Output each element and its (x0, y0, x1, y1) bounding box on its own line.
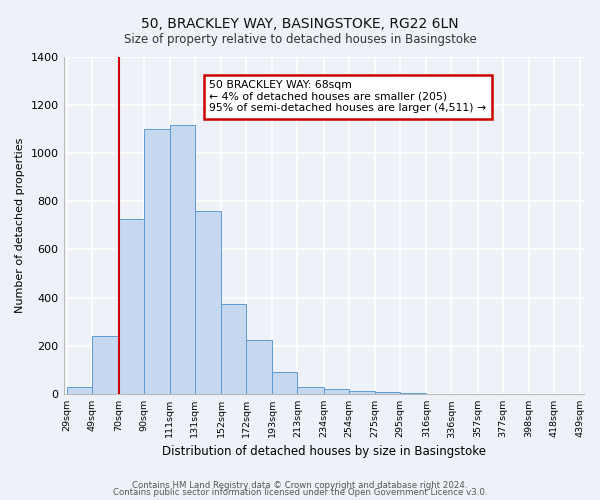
Bar (400, 393, 426, 394)
Bar (119, 220, 143, 394)
Bar (92, 336, 119, 394)
Bar (246, 340, 272, 394)
Bar (349, 390, 375, 394)
Bar (272, 372, 298, 394)
Bar (195, 211, 221, 394)
X-axis label: Distribution of detached houses by size in Basingstoke: Distribution of detached houses by size … (161, 444, 485, 458)
Y-axis label: Number of detached properties: Number of detached properties (15, 138, 25, 313)
Text: 50, BRACKLEY WAY, BASINGSTOKE, RG22 6LN: 50, BRACKLEY WAY, BASINGSTOKE, RG22 6LN (141, 18, 459, 32)
Text: Contains HM Land Registry data © Crown copyright and database right 2024.: Contains HM Land Registry data © Crown c… (132, 480, 468, 490)
Bar (170, 125, 195, 394)
Bar (323, 390, 349, 394)
Text: Contains public sector information licensed under the Open Government Licence v3: Contains public sector information licen… (113, 488, 487, 497)
Bar (298, 387, 323, 394)
Bar (143, 129, 170, 394)
Bar (67, 387, 92, 394)
Bar (221, 304, 246, 394)
Bar (375, 392, 400, 394)
Text: 50 BRACKLEY WAY: 68sqm
← 4% of detached houses are smaller (205)
95% of semi-det: 50 BRACKLEY WAY: 68sqm ← 4% of detached … (209, 80, 487, 114)
Text: Size of property relative to detached houses in Basingstoke: Size of property relative to detached ho… (124, 32, 476, 46)
